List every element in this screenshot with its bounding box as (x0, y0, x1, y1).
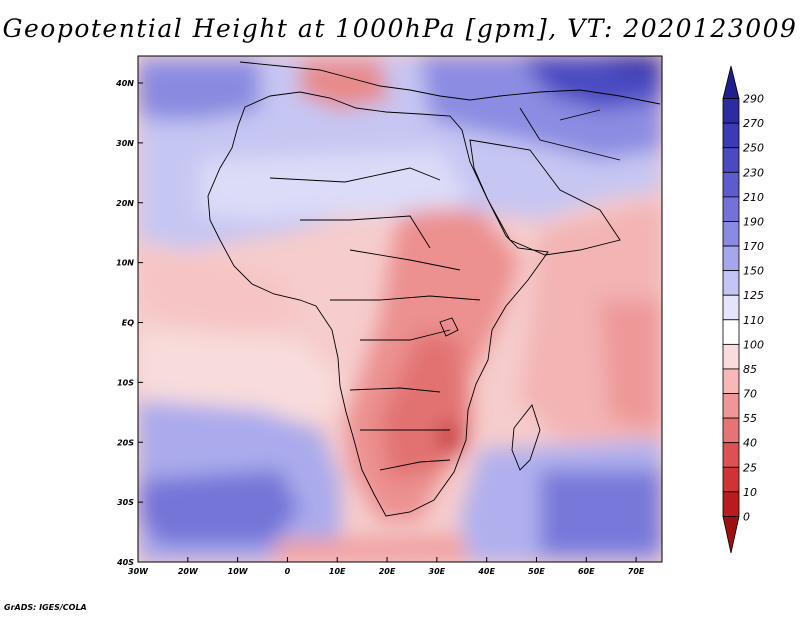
map-title: Geopotential Height at 1000hPa [gpm], VT… (2, 14, 798, 43)
y-axis: 40N 30N 20N 10N EQ 10S 20S 30S 40S (115, 79, 143, 567)
colorbar-label: 170 (743, 240, 764, 253)
madagascar-coastline (511, 404, 541, 471)
x-tick-label: 60E (578, 567, 595, 576)
x-axis: 30W 20W 10W 0 10E 20E 30E 40E 50E 60E 70E (128, 557, 645, 576)
colorbar-swatch (722, 171, 740, 198)
colorbar-label: 100 (743, 338, 764, 351)
colorbar: 2902702502302101901701501251101008570554… (722, 65, 764, 554)
x-tick-label: 40E (477, 567, 495, 576)
colorbar-swatch (722, 368, 740, 394)
x-tick-label: 20E (379, 567, 396, 576)
colorbar-swatch (722, 343, 740, 370)
colorbar-label: 25 (743, 461, 757, 474)
lake-victoria-coastline (439, 317, 459, 337)
colorbar-label: 55 (743, 412, 757, 425)
x-tick-label: 20W (178, 567, 199, 576)
colorbar-label: 210 (743, 191, 764, 204)
colorbar-swatch (722, 98, 740, 124)
colorbar-label: 110 (743, 314, 764, 327)
colorbar-label: 125 (743, 289, 764, 302)
x-tick-label: 50E (528, 567, 545, 576)
colorbar-swatch (722, 294, 740, 321)
x-tick-label: 10E (329, 567, 346, 576)
colorbar-swatch (722, 442, 740, 468)
colorbar-swatch (722, 65, 740, 99)
x-tick-label: 0 (285, 567, 291, 576)
colorbar-swatch (722, 319, 740, 345)
arabia-coastline (469, 139, 621, 256)
colorbar-swatch (722, 417, 740, 444)
border-lines (269, 107, 621, 471)
colorbar-label: 190 (743, 215, 764, 228)
x-tick-label: 70E (628, 567, 645, 576)
plot-frame (137, 55, 663, 563)
colorbar-swatch (722, 122, 740, 149)
colorbar-swatch (722, 466, 740, 493)
coastlines (207, 61, 661, 517)
y-tick-label: 10N (116, 259, 134, 268)
x-tick-label: 10W (228, 567, 249, 576)
y-tick-label: 10S (117, 378, 134, 387)
colorbar-label: 250 (743, 142, 764, 155)
colorbar-label: 230 (743, 166, 764, 179)
y-tick-label: 30N (116, 139, 134, 148)
colorbar-swatch (722, 147, 740, 173)
x-tick-label: 30E (429, 567, 446, 576)
y-tick-label: EQ (122, 319, 134, 328)
colorbar-swatch (722, 516, 740, 554)
colorbar-label: 85 (743, 363, 757, 376)
colorbar-label: 0 (743, 510, 750, 523)
colorbar-label: 70 (743, 388, 757, 401)
y-tick-label: 20S (117, 438, 134, 447)
colorbar-label: 150 (743, 265, 764, 278)
colorbar-swatch (722, 221, 740, 247)
colorbar-swatch (722, 270, 740, 296)
colorbar-label: 10 (743, 486, 757, 499)
y-tick-label: 40S (116, 558, 134, 567)
y-tick-label: 20N (116, 199, 134, 208)
y-tick-label: 40N (115, 79, 134, 88)
grads-credit: GrADS: IGES/COLA (4, 603, 87, 612)
colorbar-label: 40 (743, 437, 757, 450)
geopotential-field (138, 56, 662, 562)
colorbar-swatch (722, 491, 740, 517)
colorbar-label: 290 (743, 93, 764, 106)
colorbar-label: 270 (743, 117, 764, 130)
colorbar-swatch (722, 393, 740, 419)
colorbar-swatch (722, 196, 740, 222)
x-tick-label: 30W (128, 567, 149, 576)
europe-coastline (239, 61, 661, 105)
colorbar-swatch (722, 245, 740, 272)
africa-coastline (207, 91, 549, 517)
y-tick-label: 30S (117, 498, 134, 507)
